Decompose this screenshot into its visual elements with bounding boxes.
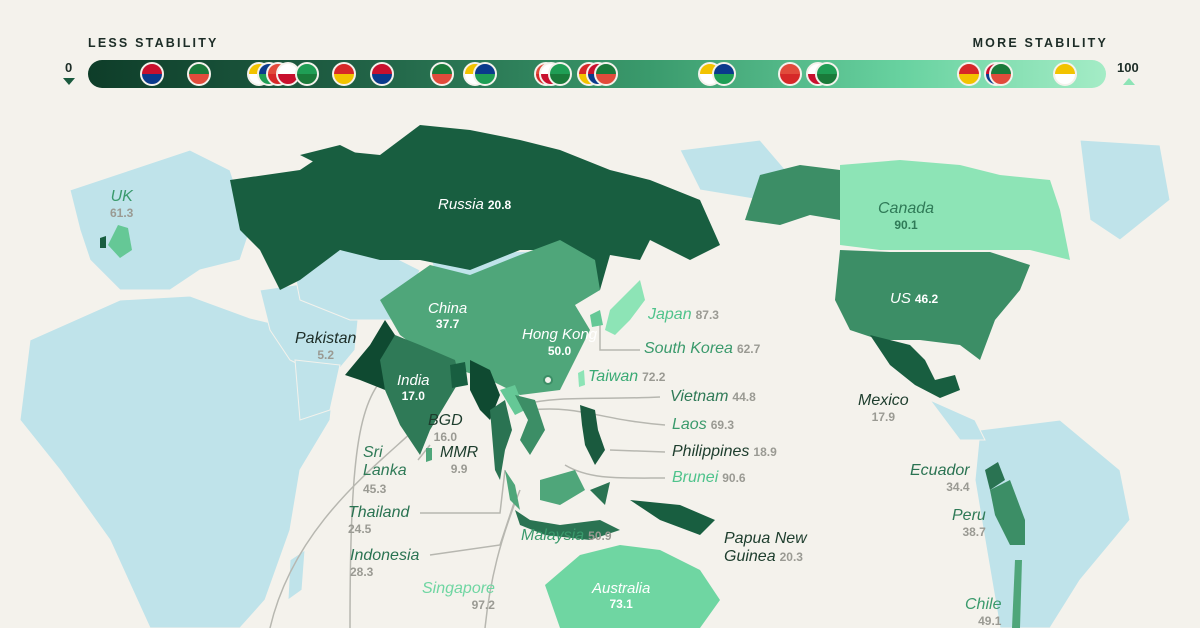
- label-ecuador: Ecuador 34.4: [910, 462, 970, 494]
- russia-island: [300, 145, 360, 165]
- singapore-connector: [484, 489, 521, 628]
- label-philippines: Philippines 18.9: [672, 443, 777, 460]
- bangladesh-shape: [450, 362, 468, 388]
- label-indonesia: Indonesia 28.3: [350, 547, 420, 579]
- label-sri-lanka: Sri Lanka 45.3: [363, 444, 407, 496]
- label-india: India 17.0: [397, 372, 430, 403]
- label-thailand: Thailand 24.5: [348, 504, 410, 536]
- label-vietnam: Vietnam 44.8: [670, 388, 756, 405]
- label-brunei: Brunei 90.6: [672, 469, 746, 486]
- label-canada: Canada 90.1: [878, 200, 935, 232]
- laos-connector: [529, 408, 666, 426]
- label-mexico: Mexico 17.9: [858, 392, 909, 424]
- label-russia: Russia 20.8: [438, 196, 512, 213]
- ecuador-shape: [985, 462, 1005, 490]
- flag-indonesia-icon: [369, 62, 394, 86]
- malaysia-shape: [505, 470, 585, 510]
- png-shape: [630, 500, 715, 535]
- russia-shape: [230, 125, 720, 300]
- flag-russia-icon: [294, 62, 319, 86]
- africa-landmass: [19, 295, 336, 628]
- vietnam-connector: [519, 396, 661, 406]
- flag-australia-icon: [815, 62, 840, 86]
- laos-shape: [500, 385, 525, 415]
- uk-shape: [108, 225, 132, 258]
- flag-pakistan-icon: [139, 62, 164, 86]
- label-south-korea: South Korea 62.7: [644, 340, 761, 357]
- srilanka-connector: [417, 444, 431, 461]
- pakistan-shape: [345, 320, 395, 390]
- indonesia-shape: [515, 482, 620, 540]
- pakistan-connector: [349, 369, 391, 628]
- thailand-shape: [490, 400, 512, 480]
- label-png: Papua New Guinea 20.3: [724, 530, 807, 565]
- south-korea-shape: [590, 310, 603, 327]
- more-stability-label: MORE STABILITY: [972, 36, 1108, 50]
- india-shape: [375, 335, 460, 455]
- europe-landmass: [69, 149, 251, 291]
- scale-min: 0: [65, 60, 73, 75]
- label-mmr: MMR 9.9: [440, 444, 479, 476]
- flag-south-korea-icon: [711, 62, 736, 86]
- madagascar-landmass: [287, 549, 306, 602]
- label-laos: Laos 69.3: [672, 416, 735, 433]
- us-shape: [835, 250, 1030, 360]
- peru-shape: [990, 480, 1025, 545]
- australia-shape: [545, 545, 720, 628]
- flag-ecuador-icon: [430, 62, 455, 86]
- chile-shape: [1012, 560, 1022, 628]
- south-korea-connector: [599, 325, 640, 351]
- label-australia: Australia 73.1: [592, 580, 651, 611]
- flag-new-zealand-icon: [1053, 62, 1078, 86]
- label-chile: Chile 49.1: [965, 596, 1002, 628]
- scale-min-down-icon: [63, 78, 75, 85]
- flag-peru-icon: [473, 62, 498, 86]
- label-singapore: Singapore 97.2: [422, 580, 495, 612]
- flag-brunei-icon: [989, 62, 1014, 86]
- central-america-landmass: [928, 398, 986, 441]
- label-bgd: BGD 16.0: [428, 412, 463, 444]
- label-hongkong: Hong Kong 50.0: [522, 326, 598, 359]
- arabia-landmass: [294, 359, 341, 421]
- thailand-connector: [420, 469, 506, 514]
- label-taiwan: Taiwan 72.2: [588, 368, 666, 385]
- label-us: US 46.2: [890, 290, 939, 307]
- label-pakistan: Pakistan 5.2: [295, 330, 357, 362]
- label-peru: Peru 38.7: [952, 507, 986, 539]
- label-malaysia: Malaysia 50.9: [521, 527, 612, 544]
- south-america-landmass: [974, 419, 1131, 628]
- myanmar-shape: [470, 360, 500, 420]
- vietnam-shape: [515, 395, 545, 455]
- ireland-shape: [100, 236, 106, 248]
- flag-us-icon: [547, 62, 572, 86]
- flag-japan-icon: [956, 62, 981, 86]
- canada-shape: [840, 160, 1070, 260]
- flag-laos-icon: [777, 62, 802, 86]
- srilanka-shape: [426, 448, 432, 462]
- indonesia-connector: [429, 499, 516, 556]
- flag-malaysia-icon: [594, 62, 619, 86]
- brunei-connector: [564, 464, 666, 479]
- label-china: China 37.7: [428, 300, 468, 331]
- greenland-landmass: [1079, 139, 1171, 241]
- hongkong-dot: [543, 375, 554, 385]
- label-japan: Japan 87.3: [648, 306, 719, 323]
- label-uk: UK 61.3: [110, 188, 134, 220]
- philippines-shape: [580, 405, 605, 465]
- flag-thailand-icon: [331, 62, 356, 86]
- scale-max-up-icon: [1123, 78, 1135, 85]
- flag-myanmar-icon: [186, 62, 211, 86]
- alaska-shape: [745, 165, 840, 225]
- japan-shape: [605, 280, 645, 335]
- philippines-connector: [609, 449, 666, 453]
- scale-max: 100: [1117, 60, 1139, 75]
- mexico-shape: [870, 335, 960, 398]
- less-stability-label: LESS STABILITY: [88, 36, 219, 50]
- taiwan-shape: [578, 370, 585, 387]
